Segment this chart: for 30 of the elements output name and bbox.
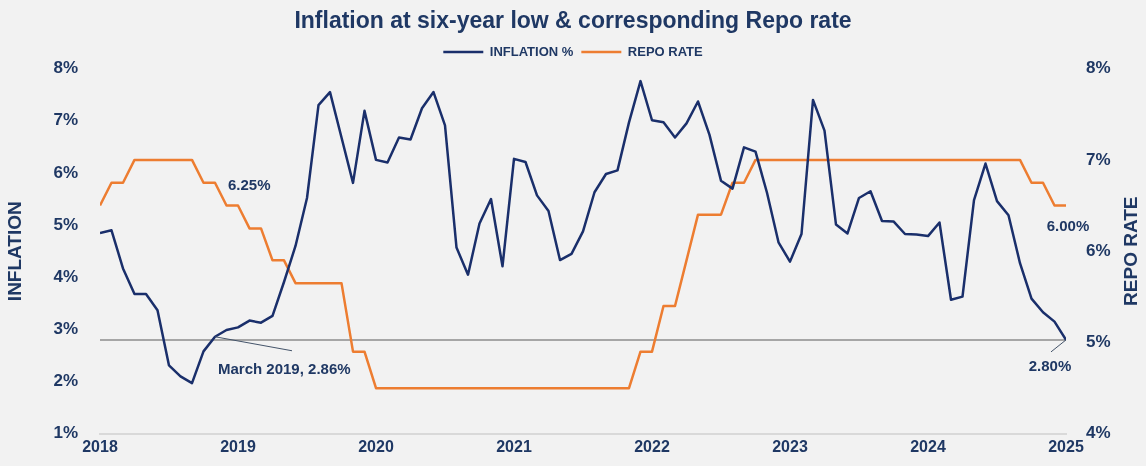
y-tick-label: 5% xyxy=(53,214,78,234)
annotation: 6.00% xyxy=(1046,217,1090,235)
y-tick-label: 6% xyxy=(53,162,78,182)
x-tick-label: 2023 xyxy=(772,437,808,455)
annotation: 6.25% xyxy=(228,176,271,194)
chart-title: Inflation at six-year low & corresponding Repo rate xyxy=(294,7,852,34)
legend-label: INFLATION % xyxy=(489,43,574,59)
y-tick-label: 1% xyxy=(53,423,78,443)
x-tick-label: 2022 xyxy=(634,437,670,455)
x-tick-label: 2018 xyxy=(82,437,118,455)
x-tick-label: 2024 xyxy=(910,437,946,455)
y-axis-title: INFLATION xyxy=(3,201,25,302)
x-tick-label: 2019 xyxy=(220,437,256,455)
y-tick-label: 4% xyxy=(53,266,78,286)
annotation: March 2019, 2.86% xyxy=(218,359,351,377)
y-tick-label: 7% xyxy=(53,110,78,130)
y2-tick-label: 8% xyxy=(1086,58,1111,78)
y2-tick-label: 7% xyxy=(1086,149,1111,169)
y-tick-label: 2% xyxy=(53,371,78,391)
y2-axis-title: REPO RATE xyxy=(1120,196,1142,306)
legend-label: REPO RATE xyxy=(627,43,704,59)
y-tick-label: 8% xyxy=(53,58,78,78)
y-tick-label: 3% xyxy=(53,319,78,339)
annotation: 2.80% xyxy=(1028,357,1072,375)
y2-tick-label: 5% xyxy=(1086,332,1111,352)
y2-tick-label: 6% xyxy=(1086,240,1111,260)
x-tick-label: 2025 xyxy=(1048,437,1084,455)
y2-tick-label: 4% xyxy=(1086,423,1111,443)
x-tick-label: 2020 xyxy=(358,437,394,455)
x-tick-label: 2021 xyxy=(496,437,532,455)
